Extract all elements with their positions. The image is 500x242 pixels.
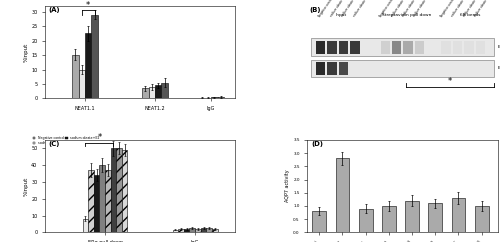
Bar [312, 211, 326, 232]
Bar [105, 170, 110, 232]
Bar [338, 62, 348, 75]
Bar [380, 41, 390, 54]
Bar [92, 15, 98, 98]
Bar [382, 206, 396, 232]
Text: sodium oleate: sodium oleate [329, 0, 344, 18]
Text: Negative control: Negative control [378, 0, 396, 18]
Text: *: * [448, 77, 452, 86]
Bar [218, 97, 224, 98]
Bar [200, 228, 206, 232]
Bar [404, 41, 413, 54]
Bar [405, 201, 419, 232]
Bar [316, 62, 326, 75]
Bar [452, 198, 466, 232]
Bar [328, 41, 337, 54]
Y-axis label: %input: %input [24, 43, 28, 62]
Bar [476, 41, 485, 54]
Bar [78, 69, 85, 98]
Bar [338, 41, 348, 54]
Text: 6B beads: 6B beads [460, 13, 480, 17]
Bar [116, 148, 122, 232]
Bar [428, 203, 442, 232]
Bar [82, 219, 88, 232]
Text: ERβ: ERβ [498, 66, 500, 70]
Bar [162, 83, 168, 98]
Bar [464, 41, 473, 54]
Bar [316, 41, 326, 54]
Text: sodium oleate+E2: sodium oleate+E2 [402, 0, 419, 18]
Bar [195, 229, 200, 232]
Text: ERα: ERα [498, 45, 500, 49]
Bar [350, 41, 360, 54]
Bar [85, 33, 91, 98]
Bar [336, 159, 349, 232]
Legend: Negative control, sodium oleate, sodium oleate+E2, sodium oleate+E2+MPP: Negative control, sodium oleate, sodium … [32, 135, 111, 146]
Bar [453, 41, 462, 54]
Bar [110, 148, 116, 232]
Text: Negative control: Negative control [318, 0, 334, 18]
Bar [178, 229, 184, 232]
Bar [190, 228, 195, 232]
Bar [311, 60, 494, 77]
Text: sodium oleate+E2: sodium oleate+E2 [340, 0, 359, 18]
Bar [72, 54, 78, 98]
Bar [415, 41, 424, 54]
Bar [206, 228, 212, 232]
Bar [155, 85, 162, 98]
Text: (A): (A) [49, 7, 60, 13]
Bar [184, 229, 190, 232]
Text: Negative control: Negative control [440, 0, 456, 18]
Text: *: * [98, 134, 102, 143]
Bar [122, 150, 128, 232]
Text: Input: Input [336, 13, 347, 17]
Text: (D): (D) [311, 141, 323, 147]
Text: sodium oleate+E2+MPP: sodium oleate+E2+MPP [352, 0, 375, 18]
Text: *: * [86, 0, 90, 9]
Text: sodium oleate+E2: sodium oleate+E2 [462, 0, 480, 18]
Bar [358, 209, 372, 232]
Bar [142, 88, 148, 98]
Bar [474, 206, 488, 232]
Text: sodium oleate+E2+MPP: sodium oleate+E2+MPP [474, 0, 496, 18]
Text: sodium oleate+E2+MPP: sodium oleate+E2+MPP [413, 0, 436, 18]
Y-axis label: %input: %input [24, 176, 28, 196]
Y-axis label: AQP7 activity: AQP7 activity [286, 170, 290, 203]
Bar [172, 230, 178, 232]
Text: (B): (B) [310, 7, 321, 13]
Bar [211, 97, 218, 98]
Text: Streptavidin pull down: Streptavidin pull down [382, 13, 431, 17]
Bar [392, 41, 402, 54]
Bar [88, 170, 94, 232]
Bar [328, 62, 337, 75]
Text: sodium oleate: sodium oleate [451, 0, 466, 18]
Bar [94, 175, 100, 232]
Bar [100, 165, 105, 232]
Bar [442, 41, 451, 54]
Bar [311, 38, 494, 56]
Bar [212, 229, 218, 232]
Bar [148, 87, 155, 98]
Text: sodium oleate: sodium oleate [390, 0, 405, 18]
Text: (C): (C) [49, 141, 60, 147]
